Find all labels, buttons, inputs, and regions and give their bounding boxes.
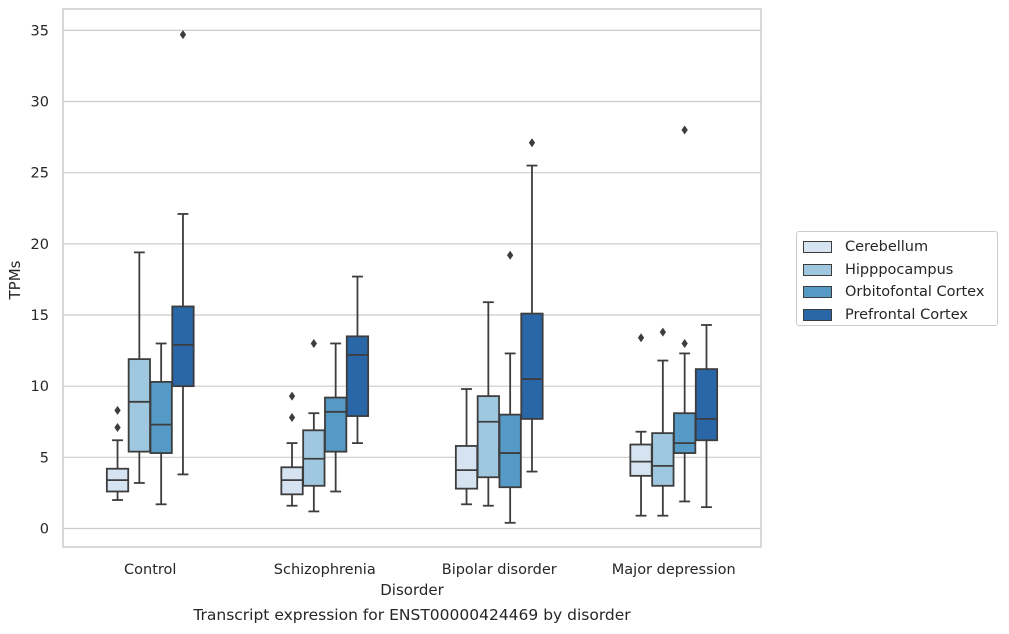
legend-item: Prefrontal Cortex — [803, 304, 997, 327]
legend-label: Hipppocampus — [845, 261, 954, 278]
outlier-point — [114, 422, 121, 432]
y-tick-label: 5 — [40, 450, 49, 466]
x-tick-label: Bipolar disorder — [442, 562, 557, 578]
outlier-point — [179, 30, 187, 40]
x-tick-label: Schizophrenia — [274, 562, 376, 578]
legend-label: Orbitofontal Cortex — [845, 284, 985, 301]
box-1-3 — [345, 275, 370, 445]
box-1-1 — [302, 338, 326, 513]
box-3-3 — [694, 324, 719, 509]
box-iqr — [673, 412, 697, 454]
box-0-0 — [105, 405, 130, 501]
box-2-0 — [454, 388, 479, 506]
legend-swatch — [803, 263, 832, 276]
outlier-point — [681, 338, 688, 348]
box-iqr — [629, 443, 653, 477]
box-iqr — [498, 413, 522, 489]
y-tick-labels: 0 5 10 15 20 25 30 35 — [31, 23, 49, 537]
chart-caption: Transcript expression for ENST0000042446… — [193, 606, 631, 624]
legend-swatch — [803, 309, 832, 322]
legend-item: Orbitofontal Cortex — [803, 281, 997, 304]
box-iqr — [127, 358, 151, 453]
box-0-3 — [171, 30, 195, 476]
legend-item: Cerebellum — [803, 236, 997, 259]
legend-item: Hipppocampus — [803, 259, 997, 282]
box-iqr — [345, 335, 370, 417]
y-tick-label: 20 — [31, 237, 49, 253]
box-iqr — [520, 312, 544, 420]
box-iqr — [324, 396, 348, 453]
box-iqr — [149, 380, 173, 454]
x-tick-label: Major depression — [612, 562, 736, 578]
outlier-point — [310, 338, 317, 348]
legend-swatch — [803, 286, 832, 299]
y-tick-label: 15 — [31, 308, 49, 324]
box-iqr — [454, 445, 479, 490]
outlier-point — [507, 250, 514, 260]
outlier-point — [681, 125, 688, 135]
legend-swatch — [803, 241, 832, 254]
box-3-1 — [651, 327, 675, 517]
x-tick-labels: Control Schizophrenia Bipolar disorder Majo… — [124, 562, 736, 578]
y-tick-label: 25 — [31, 166, 49, 182]
x-axis-label: Disorder — [380, 581, 444, 599]
legend-label: Cerebellum — [845, 239, 929, 256]
box-2-2 — [498, 250, 522, 524]
box-1-0 — [280, 391, 304, 507]
box-0-1 — [127, 251, 151, 484]
box-iqr — [476, 395, 500, 479]
outlier-point — [288, 391, 296, 401]
y-tick-label: 0 — [40, 521, 49, 537]
x-tick-label: Control — [124, 562, 176, 578]
outlier-point — [528, 138, 536, 148]
box-iqr — [651, 432, 675, 487]
box-iqr — [694, 368, 719, 442]
outlier-point — [659, 327, 666, 337]
y-axis-label: TPMs — [6, 260, 24, 300]
box-1-2 — [324, 342, 348, 493]
box-2-3 — [520, 138, 544, 473]
outlier-point — [114, 405, 121, 415]
box-3-2 — [673, 125, 697, 503]
box-series — [105, 30, 719, 524]
box-iqr — [171, 305, 195, 388]
box-3-0 — [629, 333, 653, 517]
plot-frame — [62, 8, 762, 548]
outlier-point — [637, 333, 645, 343]
legend-label: Prefrontal Cortex — [845, 307, 968, 324]
box-2-1 — [476, 301, 500, 507]
y-tick-label: 35 — [31, 23, 49, 39]
box-0-2 — [149, 342, 173, 506]
y-tick-label: 10 — [31, 379, 49, 395]
legend: Cerebellum Hipppocampus Orbitofontal Corte… — [796, 231, 998, 326]
outlier-point — [288, 412, 296, 422]
y-tick-label: 30 — [31, 95, 49, 111]
